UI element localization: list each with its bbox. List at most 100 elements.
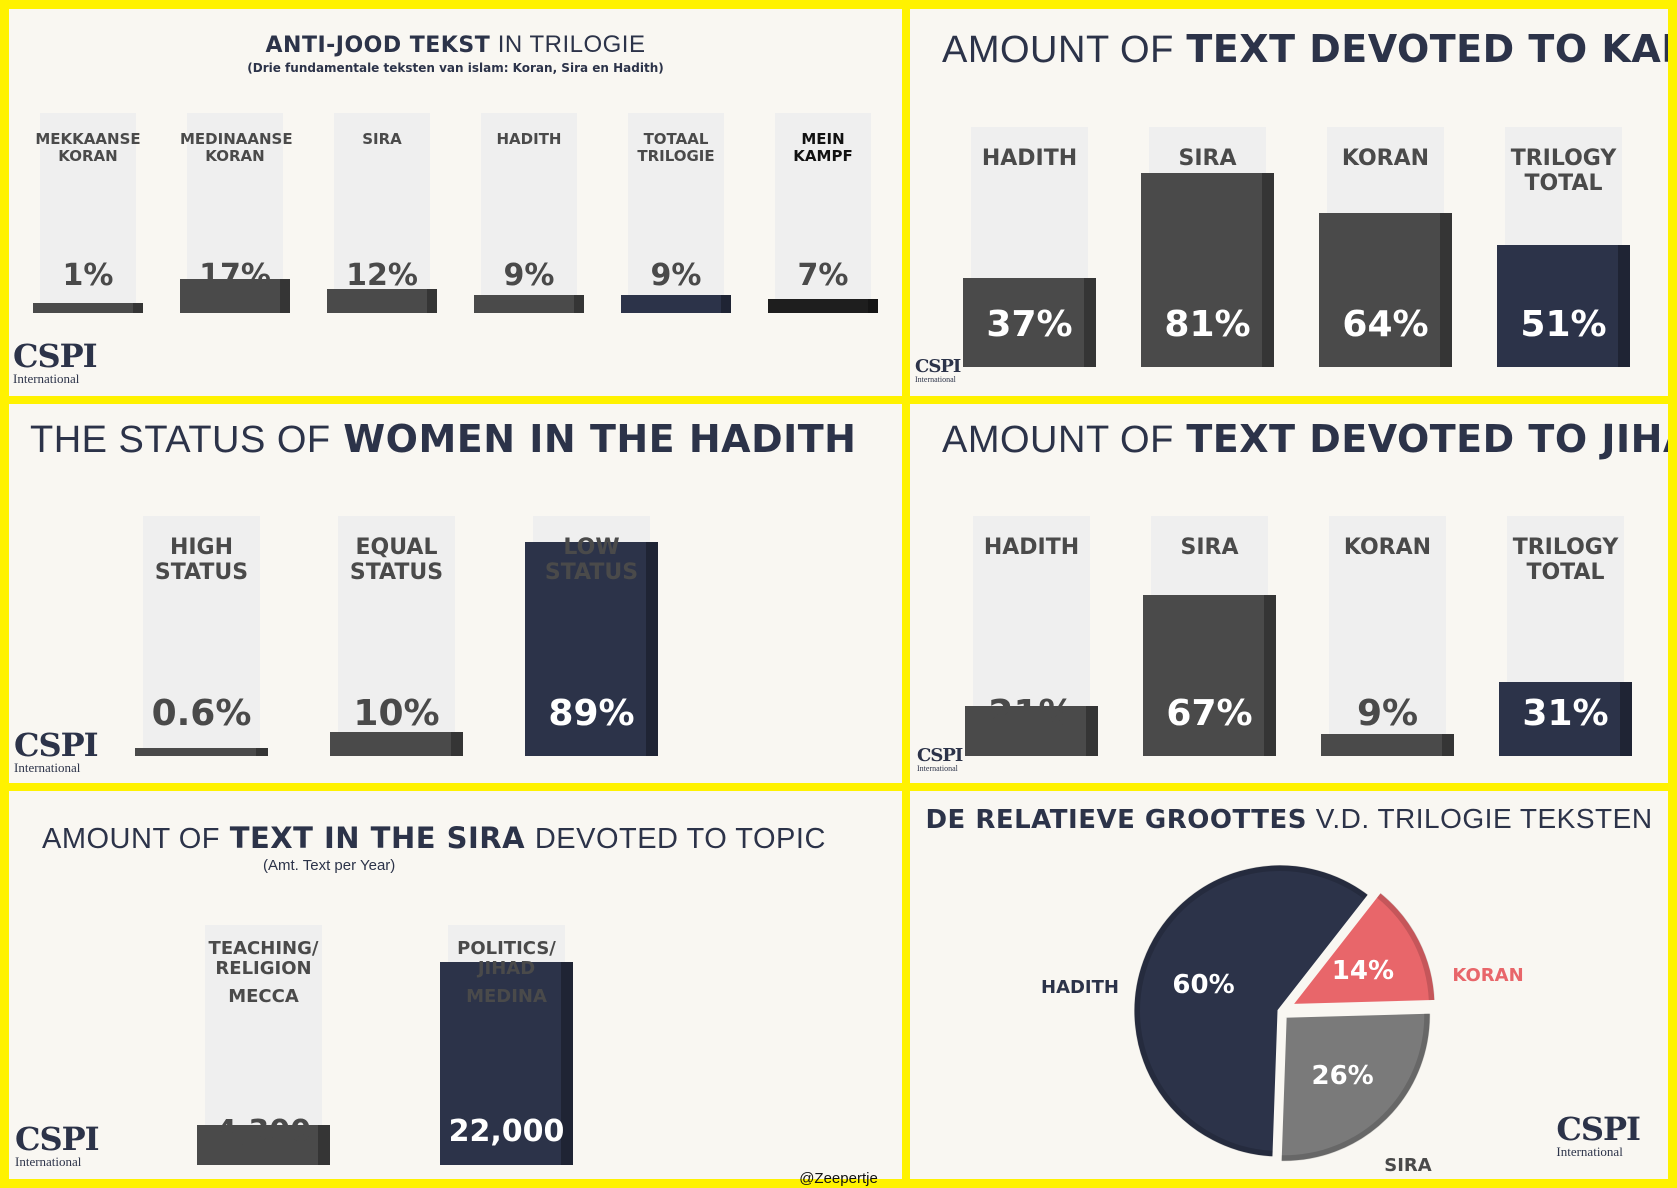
value-label: 9% bbox=[650, 258, 702, 293]
category-label: SIRA bbox=[1180, 535, 1239, 560]
bar-column-4: TOTAAL TRILOGIE 9% bbox=[621, 113, 731, 313]
bar-column-3: HADITH 9% bbox=[474, 113, 584, 313]
bar-shade bbox=[451, 732, 463, 756]
category-label: EQUAL STATUS bbox=[349, 535, 444, 585]
bar-column-5: MEIN KAMPF 7% bbox=[768, 113, 878, 313]
bar-shade bbox=[561, 961, 573, 1165]
kafir-title: AMOUNT OF TEXT DEVOTED TO KAFIR bbox=[942, 27, 1668, 71]
cspi-logo: CSPI International bbox=[917, 744, 963, 773]
bar bbox=[180, 279, 290, 313]
bar-shade bbox=[646, 542, 658, 756]
bar-shade bbox=[280, 279, 290, 313]
value-label: 12% bbox=[346, 258, 418, 293]
bar bbox=[1497, 244, 1630, 367]
bar-column-0: HADITH 21% bbox=[965, 516, 1098, 756]
bar bbox=[963, 278, 1096, 367]
category-label: KORAN bbox=[1343, 535, 1432, 560]
category-label: SIRA bbox=[1178, 146, 1237, 171]
bar-track bbox=[480, 113, 578, 313]
sizes-pie-chart: 14% KORAN 26% SIRA 60% HADITH bbox=[1041, 860, 1524, 1176]
category-label: TRILOGY TOTAL bbox=[1512, 535, 1619, 585]
panel-antijood: ANTI-JOOD TEKST IN TRILOGIE (Drie fundam… bbox=[9, 9, 902, 396]
pie-slice-hadith bbox=[1129, 860, 1375, 1162]
bar-column-0: MEKKAANSE KORAN 1% bbox=[33, 113, 143, 313]
bar bbox=[1499, 681, 1632, 756]
category-label: TRILOGY TOTAL bbox=[1510, 146, 1617, 196]
panel-sira: AMOUNT OF TEXT IN THE SIRA DEVOTED TO TO… bbox=[9, 791, 902, 1179]
bar-shade bbox=[574, 295, 584, 313]
panel-women: THE STATUS OF WOMEN IN THE HADITH CSPI I… bbox=[9, 404, 902, 783]
category-label: MEIN KAMPF bbox=[793, 130, 853, 165]
cspi-logo: CSPI International bbox=[14, 726, 99, 776]
category-label: TEACHING/RELIGION MECCA bbox=[208, 938, 319, 1008]
sira-subtitle: (Amt. Text per Year) bbox=[263, 857, 396, 874]
sira-title: AMOUNT OF TEXT IN THE SIRA DEVOTED TO TO… bbox=[42, 821, 826, 855]
bar bbox=[965, 705, 1098, 756]
cspi-logo: CSPI International bbox=[1556, 1110, 1641, 1160]
value-label: 10% bbox=[353, 693, 440, 734]
bar bbox=[197, 1125, 330, 1165]
bar-shade bbox=[318, 1125, 330, 1165]
bar-column-1: MEDINAANSE KORAN 17% bbox=[180, 113, 293, 313]
value-label: 7% bbox=[797, 258, 849, 293]
value-label: 9% bbox=[503, 258, 555, 293]
value-label: 51% bbox=[1520, 304, 1607, 345]
bar-shade bbox=[133, 303, 143, 313]
women-title: THE STATUS OF WOMEN IN THE HADITH bbox=[30, 417, 857, 461]
pie-category-label: KORAN bbox=[1452, 965, 1523, 986]
value-label: 67% bbox=[1166, 693, 1253, 734]
pie-category-label: SIRA bbox=[1384, 1155, 1432, 1176]
category-label: LOW STATUS bbox=[544, 535, 639, 585]
bar bbox=[1141, 172, 1274, 367]
cspi-logo: CSPI International bbox=[15, 1120, 100, 1170]
category-label: HADITH bbox=[983, 535, 1080, 560]
bar-shade bbox=[1262, 172, 1274, 367]
cspi-logo: CSPI International bbox=[915, 355, 961, 384]
credit-handle: @Zeepertje bbox=[799, 1170, 878, 1187]
value-label: 17% bbox=[199, 258, 271, 293]
bar-shade bbox=[1086, 705, 1098, 756]
cspi-logo: CSPI International bbox=[13, 337, 98, 387]
pie-slice-koran bbox=[1283, 886, 1440, 1010]
value-label: 89% bbox=[548, 693, 635, 734]
bar bbox=[135, 748, 268, 756]
bar bbox=[330, 732, 463, 756]
value-label: 1% bbox=[62, 258, 114, 293]
bar-shade bbox=[868, 299, 878, 313]
antijood-title: ANTI-JOOD TEKST IN TRILOGIE bbox=[265, 31, 646, 58]
bar-shade bbox=[1620, 681, 1632, 756]
bar-shade bbox=[427, 289, 437, 313]
pie-value-label: 26% bbox=[1312, 1061, 1374, 1091]
value-label: 4,300 bbox=[216, 1114, 311, 1149]
bar-column-3: TRILOGY TOTAL 31% bbox=[1499, 516, 1632, 756]
bar bbox=[525, 542, 658, 756]
bar bbox=[327, 289, 437, 313]
sizes-title: DE RELATIEVE GROOTTES V.D. TRILOGIE TEKS… bbox=[925, 803, 1653, 835]
category-label: MEDINAANSE KORAN bbox=[180, 130, 293, 165]
bar-track bbox=[142, 516, 261, 756]
bar-column-1: EQUAL STATUS 10% bbox=[330, 516, 463, 756]
pie-value-label: 14% bbox=[1332, 956, 1394, 986]
value-label: 9% bbox=[1356, 693, 1419, 734]
value-label: 31% bbox=[1522, 693, 1609, 734]
pie-slice-sira bbox=[1276, 1008, 1435, 1166]
value-label: 37% bbox=[986, 304, 1073, 345]
bar bbox=[33, 303, 143, 313]
bar bbox=[1143, 595, 1276, 756]
bar-shade bbox=[1264, 595, 1276, 756]
value-label: 81% bbox=[1164, 304, 1251, 345]
bar-column-2: KORAN 64% bbox=[1319, 127, 1452, 367]
panel-sizes: DE RELATIEVE GROOTTES V.D. TRILOGIE TEKS… bbox=[910, 791, 1668, 1179]
bar bbox=[621, 295, 731, 313]
value-label: 21% bbox=[988, 693, 1075, 734]
category-label: HADITH bbox=[981, 146, 1078, 171]
bar-column-0: HIGH STATUS 0.6% bbox=[135, 516, 268, 756]
jihad-title: AMOUNT OF TEXT DEVOTED TO JIHAD bbox=[942, 417, 1668, 461]
pie-category-label: HADITH bbox=[1041, 977, 1119, 998]
bar-shade bbox=[721, 295, 731, 313]
bar-track bbox=[774, 113, 872, 313]
bar-column-1: SIRA 67% bbox=[1143, 516, 1276, 756]
bar bbox=[1319, 213, 1452, 367]
bar-track bbox=[204, 925, 323, 1165]
category-label: KORAN bbox=[1341, 146, 1430, 171]
